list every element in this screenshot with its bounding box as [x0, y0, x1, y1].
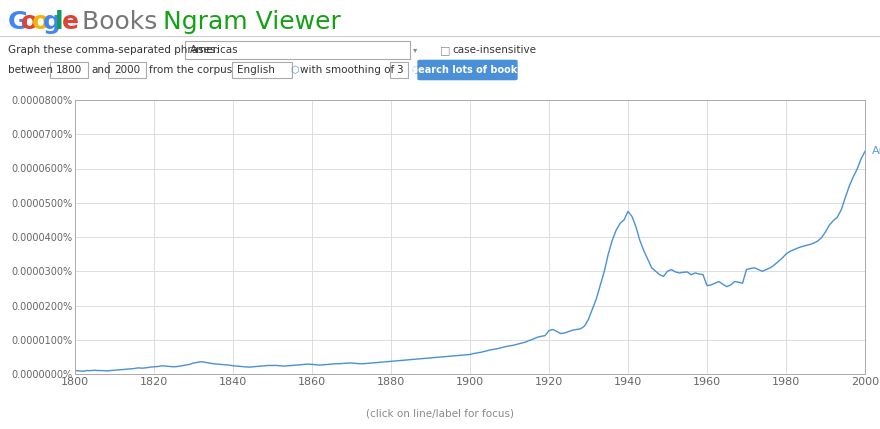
- Text: with smoothing of: with smoothing of: [300, 65, 394, 75]
- Text: (click on line/label for focus): (click on line/label for focus): [366, 409, 514, 419]
- Text: case-insensitive: case-insensitive: [452, 45, 536, 55]
- Text: Books: Books: [74, 10, 158, 34]
- Text: and: and: [91, 65, 111, 75]
- Text: e: e: [62, 10, 79, 34]
- Text: l: l: [55, 10, 63, 34]
- Text: ⬡: ⬡: [411, 65, 420, 75]
- Text: Americas: Americas: [872, 146, 880, 157]
- Text: from the corpus: from the corpus: [149, 65, 232, 75]
- Text: g: g: [43, 10, 61, 34]
- Text: 2000: 2000: [114, 65, 140, 75]
- Text: ▾: ▾: [413, 45, 417, 54]
- Text: □: □: [440, 45, 451, 55]
- Text: between: between: [8, 65, 53, 75]
- Text: o: o: [32, 10, 49, 34]
- Text: G: G: [8, 10, 29, 34]
- Text: 1800: 1800: [55, 65, 82, 75]
- Text: English: English: [237, 65, 275, 75]
- Text: ⬡: ⬡: [290, 65, 298, 75]
- Text: o: o: [21, 10, 38, 34]
- Text: Graph these comma-separated phrases:: Graph these comma-separated phrases:: [8, 45, 219, 55]
- Text: 3: 3: [396, 65, 402, 75]
- Text: Ngram Viewer: Ngram Viewer: [155, 10, 341, 34]
- Text: Search lots of books: Search lots of books: [411, 65, 523, 75]
- Text: Americas: Americas: [190, 45, 238, 55]
